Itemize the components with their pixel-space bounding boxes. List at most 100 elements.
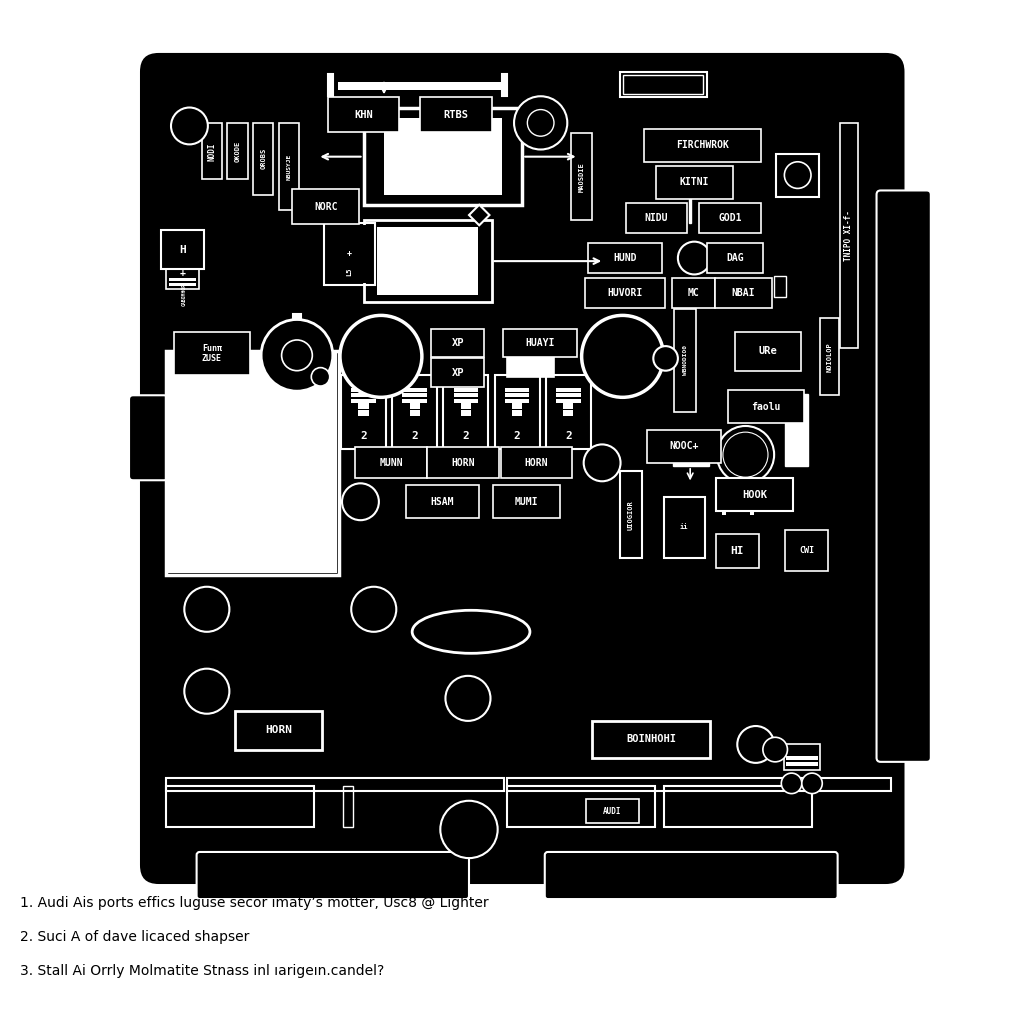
Bar <box>786 756 818 760</box>
Circle shape <box>717 426 774 483</box>
Circle shape <box>514 96 567 150</box>
Bar <box>505 399 529 403</box>
Text: 2: 2 <box>514 431 520 441</box>
Text: BOINHOHI: BOINHOHI <box>627 734 676 744</box>
Bar <box>427 447 499 478</box>
Bar <box>673 454 709 466</box>
Circle shape <box>678 242 711 274</box>
Bar <box>647 430 721 463</box>
FancyBboxPatch shape <box>545 852 838 899</box>
Bar <box>588 243 662 273</box>
Bar <box>358 402 369 409</box>
Text: +: + <box>347 250 351 258</box>
Text: 3. Stall Ai Orrly Molmatite Stnass inl ıarigeın.candel?: 3. Stall Ai Orrly Molmatite Stnass inl ı… <box>20 964 385 978</box>
Bar <box>763 500 767 512</box>
Bar <box>431 358 484 387</box>
Text: HORN: HORN <box>525 458 548 468</box>
Bar <box>384 118 502 195</box>
Text: HORN: HORN <box>452 458 474 468</box>
FancyBboxPatch shape <box>877 190 931 762</box>
Text: RTBS: RTBS <box>443 110 468 120</box>
Bar <box>563 402 573 409</box>
Bar <box>664 786 812 827</box>
Circle shape <box>440 801 498 858</box>
Bar <box>715 278 772 308</box>
Bar <box>503 329 577 357</box>
Ellipse shape <box>412 610 530 653</box>
Bar <box>392 375 437 449</box>
Text: NIDU: NIDU <box>645 213 668 223</box>
Circle shape <box>763 737 787 762</box>
Bar <box>556 393 581 397</box>
Circle shape <box>342 483 379 520</box>
Bar <box>166 778 504 791</box>
Bar <box>358 410 369 416</box>
Bar <box>402 388 427 392</box>
Bar <box>672 278 715 308</box>
Bar <box>364 108 522 205</box>
Circle shape <box>171 108 208 144</box>
Bar <box>328 74 333 96</box>
Bar <box>202 123 222 179</box>
Bar <box>501 447 572 478</box>
Bar <box>410 410 420 416</box>
Text: HUVORI: HUVORI <box>607 288 642 298</box>
Text: MUNN: MUNN <box>380 458 402 468</box>
Bar <box>402 399 427 403</box>
Text: WBNODIO0: WBNODIO0 <box>683 345 687 376</box>
Circle shape <box>340 315 422 397</box>
Text: HOOK: HOOK <box>742 489 767 500</box>
Bar <box>592 721 711 758</box>
Text: 1. Audi Ais ports effics luguse secor imaty’s motter, Usc8 @ Lighter: 1. Audi Ais ports effics luguse secor im… <box>20 896 489 910</box>
Text: NBUSYJE: NBUSYJE <box>287 154 291 180</box>
Bar <box>351 393 376 397</box>
Bar <box>293 314 301 319</box>
Bar <box>546 375 591 449</box>
Text: +: + <box>179 268 185 279</box>
Bar <box>166 786 314 827</box>
Bar <box>689 193 691 223</box>
Circle shape <box>445 676 490 721</box>
Bar <box>443 375 488 449</box>
Text: HUND: HUND <box>613 253 636 263</box>
Bar <box>343 786 353 827</box>
Text: MAOSDIE: MAOSDIE <box>579 162 585 193</box>
Bar <box>161 230 204 269</box>
Polygon shape <box>469 205 489 225</box>
Bar <box>341 375 386 449</box>
Bar <box>461 402 471 409</box>
Text: HORN: HORN <box>265 725 292 735</box>
Bar <box>420 97 492 132</box>
Text: CWI: CWI <box>800 547 814 555</box>
Text: 2: 2 <box>565 431 571 441</box>
Text: OKODE: OKODE <box>234 141 241 162</box>
Bar <box>227 123 248 179</box>
Bar <box>750 500 754 515</box>
Bar <box>735 500 739 512</box>
Bar <box>338 82 502 90</box>
Bar <box>727 390 805 423</box>
Circle shape <box>802 773 822 794</box>
Bar <box>377 227 478 295</box>
Bar <box>776 154 819 197</box>
Text: AUDI: AUDI <box>603 807 622 815</box>
Bar <box>716 534 759 568</box>
Bar <box>785 394 808 466</box>
Text: HI: HI <box>730 546 744 556</box>
Bar <box>666 499 702 556</box>
Bar <box>502 74 507 96</box>
Bar <box>620 72 707 97</box>
Bar <box>494 485 559 518</box>
Bar <box>699 203 761 233</box>
Bar <box>454 388 478 392</box>
Text: NOIOLOP: NOIOLOP <box>826 342 833 373</box>
Bar <box>166 258 199 289</box>
Text: 2: 2 <box>412 431 418 441</box>
Bar <box>507 786 655 827</box>
Bar <box>279 123 299 210</box>
Bar <box>512 402 522 409</box>
Bar <box>505 393 529 397</box>
Circle shape <box>527 110 554 136</box>
Text: NOOC+: NOOC+ <box>670 441 698 452</box>
Bar <box>410 402 420 409</box>
